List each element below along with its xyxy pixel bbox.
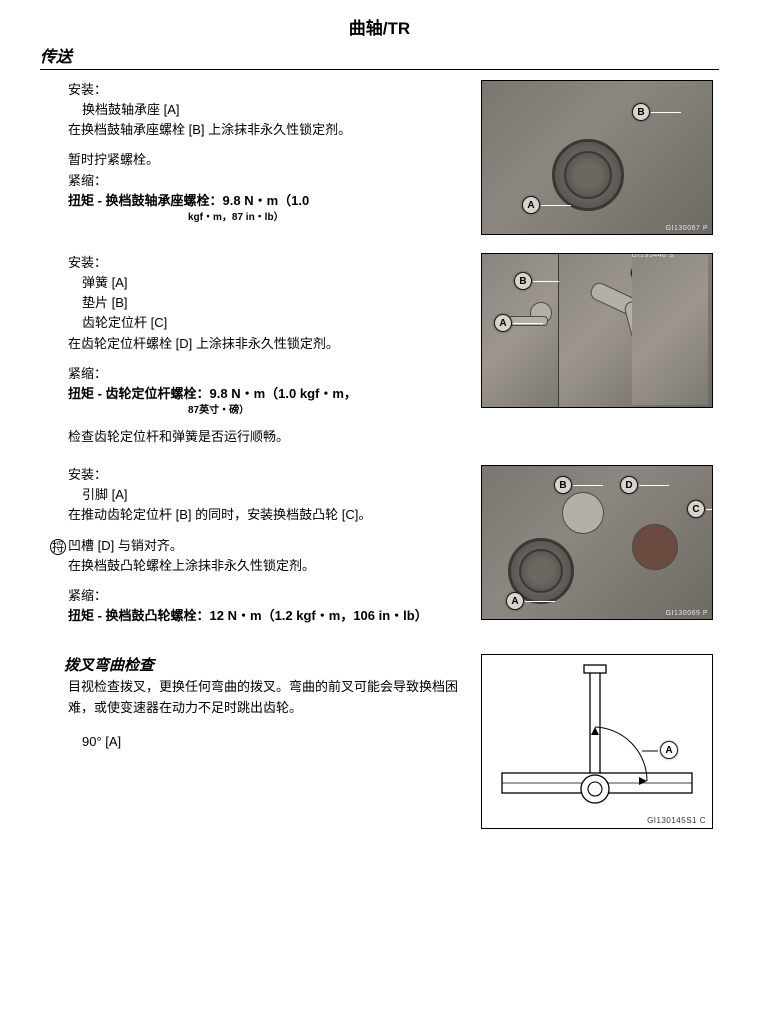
figure-caption: GI130069 P	[666, 610, 708, 617]
figure-caption: GI135446 S	[632, 253, 708, 405]
text-line: 换档鼓轴承座 [A]	[68, 100, 469, 120]
section-rule	[40, 69, 719, 70]
block-2-text: 安装： 弹簧 [A] 垫片 [B] 齿轮定位杆 [C] 在齿轮定位杆螺栓 [D]…	[68, 253, 481, 447]
install-label: 安装：	[68, 465, 469, 485]
figure-2: A B C D GI135446 S	[481, 253, 713, 408]
page-header: 曲轴/TR	[0, 0, 759, 43]
subsection-title: 拨叉弯曲检查	[64, 654, 469, 677]
block-3: 安装： 引脚 [A] 在推动齿轮定位杆 [B] 的同时，安装换档鼓凸轮 [C]。…	[68, 465, 713, 636]
text-line: 垫片 [B]	[68, 293, 469, 313]
section-title: 传送	[40, 43, 719, 67]
block-4: 拨叉弯曲检查 目视检查拨叉，更换任何弯曲的拨叉。弯曲的前叉可能会导致换档困难，或…	[68, 654, 713, 829]
block-2: 安装： 弹簧 [A] 垫片 [B] 齿轮定位杆 [C] 在齿轮定位杆螺栓 [D]…	[68, 253, 713, 447]
callout-a: A	[494, 314, 512, 332]
text-line: 引脚 [A]	[68, 485, 469, 505]
circled-mark: 捋	[50, 539, 66, 555]
block-1-text: 安装： 换档鼓轴承座 [A] 在换档鼓轴承座螺栓 [B] 上涂抹非永久性锁定剂。…	[68, 80, 481, 234]
callout-a: A	[506, 592, 524, 610]
callout-b: B	[514, 272, 532, 290]
text-line: 弹簧 [A]	[68, 273, 469, 293]
text-line: 紧缩：	[68, 171, 469, 191]
text-line: 在推动齿轮定位杆 [B] 的同时，安装换档鼓凸轮 [C]。	[68, 505, 469, 525]
block-1: 安装： 换档鼓轴承座 [A] 在换档鼓轴承座螺栓 [B] 上涂抹非永久性锁定剂。…	[68, 80, 713, 235]
callout-c: C	[687, 500, 705, 518]
text-line: 在换档鼓轴承座螺栓 [B] 上涂抹非永久性锁定剂。	[68, 120, 469, 140]
callout-d: D	[620, 476, 638, 494]
install-label: 安装：	[68, 253, 469, 273]
callout-b: B	[554, 476, 572, 494]
text-line: 暂时拧紧螺栓。	[68, 150, 469, 170]
torque-spec: 扭矩 - 换档鼓轴承座螺栓：9.8 N・m（1.0	[68, 191, 469, 211]
text-line: 在齿轮定位杆螺栓 [D] 上涂抹非永久性锁定剂。	[68, 334, 469, 354]
text-line: 检查齿轮定位杆和弹簧是否运行顺畅。	[68, 427, 469, 447]
text-line: 紧缩：	[68, 586, 469, 606]
text-line: 目视检查拨叉，更换任何弯曲的拨叉。弯曲的前叉可能会导致换档困难，或使变速器在动力…	[68, 677, 469, 717]
torque-spec: 扭矩 - 换档鼓凸轮螺栓：12 N・m（1.2 kgf・m，106 in・lb）	[68, 606, 469, 626]
fork-diagram-svg	[482, 655, 712, 828]
text-line: 90° [A]	[68, 732, 469, 752]
figure-caption: GI130067 P	[666, 225, 708, 232]
install-label: 安装：	[68, 80, 469, 100]
torque-unit: 87英寸・磅）	[68, 404, 469, 417]
figure-4-diagram: A GI130145S1 C	[481, 654, 713, 829]
text-line: 在换档鼓凸轮螺栓上涂抹非永久性锁定剂。	[68, 556, 469, 576]
torque-spec: 扭矩 - 齿轮定位杆螺栓：9.8 N・m（1.0 kgf・m，	[68, 384, 469, 404]
content: 安装： 换档鼓轴承座 [A] 在换档鼓轴承座螺栓 [B] 上涂抹非永久性锁定剂。…	[68, 80, 713, 829]
torque-unit: kgf・m，87 in・lb）	[68, 211, 469, 224]
figure-1: A B GI130067 P	[481, 80, 713, 235]
callout-a: A	[660, 741, 678, 759]
block-3-text: 安装： 引脚 [A] 在推动齿轮定位杆 [B] 的同时，安装换档鼓凸轮 [C]。…	[68, 465, 481, 636]
figure-caption: GI130145S1 C	[647, 816, 706, 825]
callout-a: A	[522, 196, 540, 214]
text-line: 捋凹槽 [D] 与销对齐。	[68, 536, 469, 556]
text-line: 紧缩：	[68, 364, 469, 384]
callout-b: B	[632, 103, 650, 121]
figure-3: A B C D GI130069 P	[481, 465, 713, 620]
text-line: 齿轮定位杆 [C]	[68, 313, 469, 333]
block-4-text: 拨叉弯曲检查 目视检查拨叉，更换任何弯曲的拨叉。弯曲的前叉可能会导致换档困难，或…	[68, 654, 481, 752]
